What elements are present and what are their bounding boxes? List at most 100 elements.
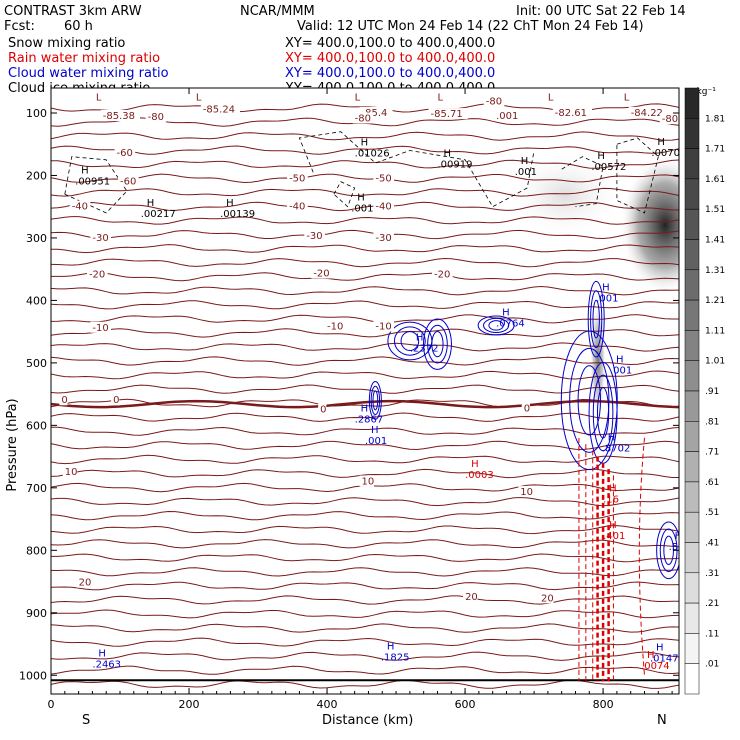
colorbar-cell [684, 208, 700, 240]
snow-max-marker: H [361, 137, 369, 148]
x-tick-label: 0 [48, 698, 55, 711]
cloud-water-max-marker: H [675, 531, 683, 542]
isotherm-label: -30 [92, 233, 108, 244]
cloud-water-contour [592, 374, 614, 452]
isotherm-label: -20 [89, 270, 105, 281]
fcst-label: Fcst: [4, 19, 35, 34]
legend-snow-xy: XY= 400.0,100.0 to 400.0,400.0 [285, 36, 495, 51]
snow-max-marker: H [443, 149, 451, 160]
isotherm-line [51, 131, 679, 141]
cloud-water-max-marker: H [502, 307, 510, 318]
colorbar-label: 1.61 [705, 175, 725, 185]
isotherm-label-bg [432, 268, 453, 280]
snow-max-value: .00951 [75, 177, 110, 188]
isotherm-label-bg [62, 466, 78, 478]
colorbar-cell [684, 421, 700, 452]
colorbar-label: 1.21 [705, 296, 725, 306]
isotherm-label-bg [518, 486, 533, 498]
org-label: NCAR/MMM [240, 4, 315, 19]
y-tick-label: 1000 [19, 669, 47, 682]
cloud-water-contour [477, 315, 515, 336]
cloud-water-contour [656, 521, 679, 580]
colorbar-cell [684, 542, 700, 574]
rain-max-marker: H [647, 650, 655, 661]
isotherm-label-bg [325, 320, 346, 332]
isotherm-line [51, 581, 679, 591]
isotherm-line [51, 145, 679, 155]
isotherm-label-bg [59, 394, 68, 406]
isotherm-line [51, 229, 679, 240]
isotherm-label: -80 [486, 97, 502, 108]
isotherm-line [51, 525, 679, 535]
cloud-water-max-marker: H [616, 354, 624, 365]
isotherm-label-bg [287, 172, 308, 184]
isotherm-label: 10 [362, 476, 375, 487]
colorbar-cell [684, 663, 700, 695]
isotherm-label-bg [86, 268, 108, 280]
legend-rain: Rain water mixing ratio [8, 51, 160, 66]
isotherm-label: 20 [79, 578, 92, 589]
init-time: Init: 00 UTC Sat 22 Feb 14 [516, 4, 686, 19]
isotherm-label-bg [100, 109, 140, 121]
isotherm-line [51, 328, 679, 338]
isotherm-label: 0 [113, 395, 119, 406]
isotherm-line [51, 623, 679, 633]
snow-contour [561, 156, 604, 208]
cloud-water-contour [483, 317, 510, 333]
legend-cloud-water-xy: XY= 400.0,100.0 to 400.0,400.0 [285, 66, 495, 81]
isotherm-line [51, 271, 679, 282]
isotherm-label: 0 [61, 395, 67, 406]
isotherm-label-bg [145, 111, 167, 123]
cloud-water-contour [560, 330, 618, 471]
cloud-water-contour [372, 390, 379, 411]
colorbar-label: .81 [705, 417, 719, 427]
cloud-water-contour [393, 326, 426, 356]
isotherm-label-bg [287, 200, 308, 212]
colorbar-label: 1.31 [705, 266, 725, 276]
isotherm-label-bg [111, 394, 120, 406]
colorbar-label: .01 [705, 660, 719, 670]
x-axis-label: Distance (km) [322, 713, 413, 728]
cloud-water-contour [427, 324, 448, 364]
cloud-water-max-marker: H [371, 425, 379, 436]
isotherm-label-bg [90, 231, 112, 243]
isotherm-line [51, 356, 679, 366]
cloud-water-max-value: .1825 [381, 653, 410, 664]
isotherm-label: -20 [313, 268, 329, 279]
cloud-water-max-marker: H [416, 332, 424, 343]
isotherm-line [51, 567, 679, 577]
isotherm-label-bg [428, 108, 468, 120]
colorbar-cell [684, 178, 700, 210]
isotherm-label-bg [521, 402, 530, 414]
colorbar-cell [684, 390, 700, 422]
snow-contour [298, 131, 535, 208]
y-tick-label: 900 [26, 607, 47, 620]
legend-snow: Snow mixing ratio [8, 36, 125, 51]
isotherm-line [51, 637, 679, 647]
cloud-water-contour [431, 331, 444, 358]
cloud-water-max-value: .001 [365, 436, 387, 447]
isotherm-label: -30 [306, 231, 322, 242]
isotherm-label: -60 [120, 177, 136, 188]
low-marker: L [96, 92, 102, 103]
colorbar-label: 1.11 [705, 326, 725, 336]
isotherm-label-bg [200, 103, 241, 115]
snow-max-value: .001 [515, 167, 537, 178]
isotherm-label-bg [373, 172, 394, 184]
isotherm-label-bg [494, 109, 521, 121]
cloud-water-contour [590, 290, 603, 349]
isotherm-line [51, 187, 679, 197]
plot-frame [50, 87, 680, 695]
x-end-left: S [82, 713, 90, 728]
isotherm-line [51, 510, 679, 521]
snow-max-marker: H [81, 166, 89, 177]
isotherm-line [51, 216, 679, 225]
snow-max-marker: H [657, 137, 665, 148]
y-tick-label: 100 [26, 107, 47, 120]
isotherm-label: -10 [92, 323, 108, 334]
rain-max-marker: H [609, 520, 617, 531]
isotherm-label: -80 [148, 112, 164, 123]
x-tick-label: 600 [455, 698, 476, 711]
y-tick-label: 700 [26, 482, 47, 495]
isotherm-line [51, 201, 679, 212]
